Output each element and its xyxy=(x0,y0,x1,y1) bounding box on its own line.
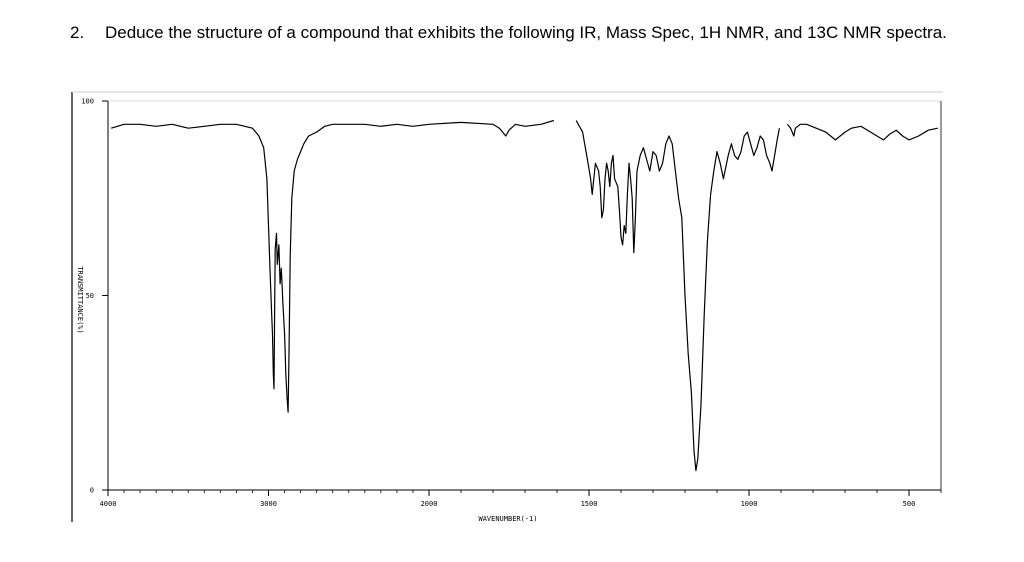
y-tick-label-100: 100 xyxy=(81,98,94,106)
x-tick-label-500: 500 xyxy=(903,500,916,508)
x-tick-label-1000: 1000 xyxy=(741,500,758,508)
axis-ticks xyxy=(102,100,942,496)
spectrum-curve xyxy=(111,119,938,472)
y-axis-label: TRANSMITTANCE(%) xyxy=(76,266,84,333)
x-axis-label: WAVENUMBER(-1) xyxy=(478,515,537,523)
spectrum-segment-3 xyxy=(786,123,938,141)
y-tick-label-0: 0 xyxy=(90,487,94,495)
y-tick-label-50: 50 xyxy=(86,292,94,300)
x-tick-label-1500: 1500 xyxy=(581,500,598,508)
question-number: 2. xyxy=(70,23,85,42)
x-tick-label-2000: 2000 xyxy=(421,500,438,508)
spectrum-segment-1 xyxy=(111,119,554,413)
spectrum-segment-2 xyxy=(575,120,780,472)
question-block: 2. Deduce the structure of a compound th… xyxy=(70,20,970,45)
x-tick-label-3000: 3000 xyxy=(260,500,277,508)
plot-frame xyxy=(71,91,943,522)
x-tick-label-4000: 4000 xyxy=(100,500,117,508)
question-text: Deduce the structure of a compound that … xyxy=(105,23,947,42)
